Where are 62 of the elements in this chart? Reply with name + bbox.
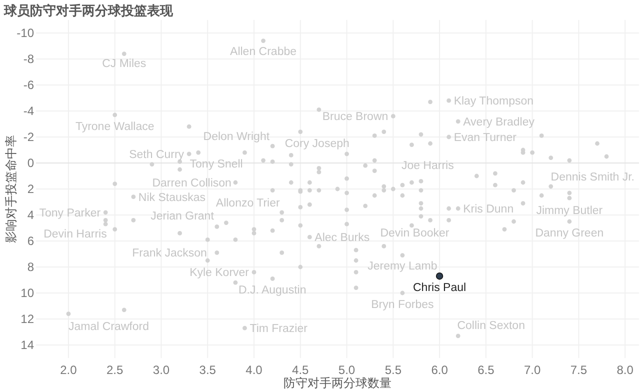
annotation: Devin Booker — [380, 227, 450, 240]
annotation: Frank Jackson — [132, 248, 207, 260]
y-tick-label: 4 — [27, 208, 34, 222]
annotation: Nik Stauskas — [138, 192, 206, 204]
x-tick-label: 2.5 — [106, 363, 124, 377]
y-tick-label: -6 — [23, 78, 34, 92]
annotation: Danny Green — [535, 228, 604, 240]
annotation: D.J. Augustin — [238, 284, 306, 297]
annotation: Jamal Crawford — [68, 320, 149, 333]
annotation: Jerian Grant — [150, 210, 215, 223]
annotation: Tim Frazier — [250, 323, 308, 336]
annotation: Jeremy Lamb — [368, 260, 438, 272]
chart-title: 球员防守对手两分球投篮表现 — [3, 3, 174, 18]
annotation: Evan Turner — [454, 132, 517, 144]
x-tick-label: 5.5 — [384, 363, 402, 377]
annotation: Allonzo Trier — [216, 197, 280, 210]
annotation: Dennis Smith Jr. — [550, 172, 635, 184]
annotation: Klay Thompson — [454, 96, 534, 108]
annotation: Joe Harris — [401, 160, 454, 172]
x-tick-label: 5.0 — [338, 363, 356, 377]
x-tick-label: 7.0 — [524, 363, 541, 377]
y-tick-label: 14 — [20, 338, 34, 352]
x-axis-title: 防守对手两分球数量 — [284, 376, 392, 390]
x-tick-label: 6.0 — [431, 363, 448, 377]
annotation: Tony Parker — [39, 207, 101, 220]
annotation: Jimmy Butler — [536, 205, 603, 218]
annotation: Chris Paul — [413, 282, 466, 294]
annotation: Avery Bradley — [463, 116, 535, 128]
y-tick-label: 12 — [20, 312, 34, 326]
x-tick-label: 3.0 — [152, 363, 170, 377]
y-tick-label: 6 — [27, 234, 34, 248]
annotation: Tony Snell — [190, 158, 243, 171]
annotation: Darren Collison — [152, 178, 232, 190]
annotation: CJ Miles — [102, 58, 146, 70]
x-tick-label: 7.5 — [570, 363, 588, 377]
x-tick-label: 2.0 — [60, 363, 78, 377]
x-tick-label: 4.0 — [246, 363, 263, 377]
x-tick-label: 4.5 — [292, 363, 310, 377]
annotation: Devin Harris — [44, 228, 108, 240]
y-axis-title: 影响对手投篮命中率 — [4, 135, 18, 243]
y-tick-label: -8 — [23, 52, 34, 66]
annotation: Seth Curry — [129, 148, 184, 161]
annotation: Kris Dunn — [463, 204, 514, 216]
annotation: Cory Joseph — [284, 138, 350, 150]
annotation: Tyrone Wallace — [75, 120, 154, 133]
annotation: Alec Burks — [314, 232, 370, 244]
y-tick-label: 0 — [27, 156, 34, 170]
y-tick-label: -4 — [23, 104, 34, 118]
annotation: Delon Wright — [203, 131, 270, 144]
annotation: Bruce Brown — [322, 111, 388, 124]
y-tick-label: 10 — [20, 286, 34, 300]
y-tick-label: 2 — [27, 182, 34, 196]
y-tick-label: 8 — [27, 260, 34, 274]
x-tick-label: 8.0 — [616, 363, 634, 377]
x-tick-label: 3.5 — [199, 363, 216, 377]
y-tick-label: -2 — [23, 130, 34, 144]
y-tick-label: -10 — [16, 26, 34, 40]
x-tick-label: 6.5 — [478, 363, 495, 377]
annotation: Kyle Korver — [190, 267, 250, 280]
annotation: Allen Crabbe — [230, 46, 297, 58]
annotation: Collin Sexton — [457, 320, 525, 332]
annotation: Bryn Forbes — [371, 299, 434, 311]
